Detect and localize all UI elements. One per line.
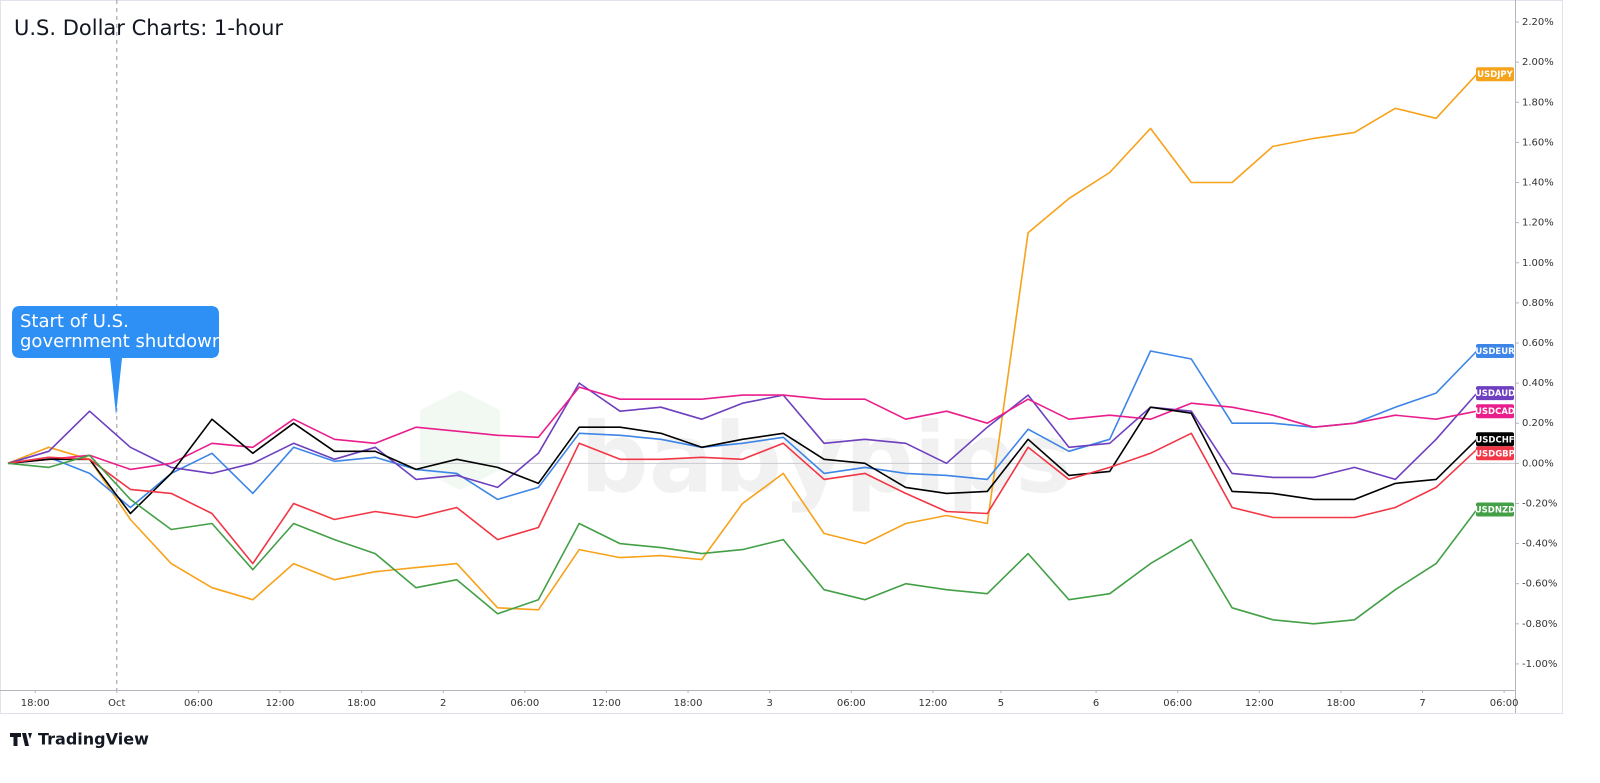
legend-label: USDCAD — [1475, 407, 1515, 417]
series-line — [7, 73, 1478, 611]
y-tick-label: 1.60% — [1522, 137, 1554, 148]
y-tick-label: -0.40% — [1522, 539, 1557, 550]
y-tick-label: -0.80% — [1522, 619, 1557, 630]
annotation-line: Start of U.S. — [20, 311, 129, 332]
series-tag — [1476, 432, 1514, 447]
chart-frame — [0, 0, 1563, 714]
series-line — [7, 454, 1478, 625]
y-tick-label: -1.00% — [1522, 659, 1557, 670]
x-tick-label: 18:00 — [21, 698, 50, 709]
legend-label: USDAUD — [1475, 389, 1515, 399]
y-tick-label: 0.40% — [1522, 378, 1554, 389]
series-line — [7, 406, 1478, 515]
x-tick-label: 12:00 — [592, 698, 621, 709]
y-tick-label: 1.80% — [1522, 97, 1554, 108]
series-tag — [1476, 446, 1514, 461]
x-tick-label: 18:00 — [674, 698, 703, 709]
x-tick-label: 18:00 — [1326, 698, 1355, 709]
x-tick-label: 6 — [1093, 698, 1099, 709]
series-tag — [1476, 404, 1514, 419]
x-tick-label: 06:00 — [1490, 698, 1519, 709]
brand-logo — [10, 733, 32, 746]
legend-label: USDJPY — [1477, 70, 1513, 80]
y-tick-label: 0.20% — [1522, 418, 1554, 429]
x-tick-label: 2 — [440, 698, 446, 709]
brand-name: TradingView — [38, 730, 149, 749]
watermark-logo — [420, 390, 500, 490]
y-tick-label: 0.00% — [1522, 458, 1554, 469]
x-tick-label: 3 — [766, 698, 772, 709]
y-tick-label: 2.20% — [1522, 17, 1554, 28]
x-tick-label: 06:00 — [1163, 698, 1192, 709]
series-line — [7, 432, 1478, 565]
y-tick-label: -0.60% — [1522, 579, 1557, 590]
series-tag — [1476, 502, 1514, 517]
x-tick-label: Oct — [108, 698, 125, 709]
x-tick-label: 12:00 — [266, 698, 295, 709]
annotation-callout: Start of U.S. government shutdown — [12, 306, 223, 415]
y-tick-label: 2.00% — [1522, 57, 1554, 68]
y-tick-label: 0.60% — [1522, 338, 1554, 349]
annotation-line: government shutdown — [20, 331, 223, 352]
x-tick-label: 12:00 — [1245, 698, 1274, 709]
y-tick-label: 1.40% — [1522, 178, 1554, 189]
brand: TradingView — [10, 730, 149, 749]
chart-title: U.S. Dollar Charts: 1-hour — [14, 16, 283, 40]
x-tick-label: 06:00 — [510, 698, 539, 709]
series-tag — [1476, 67, 1514, 82]
x-tick-label: 06:00 — [184, 698, 213, 709]
y-tick-label: -0.20% — [1522, 498, 1557, 509]
y-tick-label: 1.00% — [1522, 258, 1554, 269]
legend-label: USDEUR — [1475, 347, 1515, 357]
x-tick-label: 18:00 — [347, 698, 376, 709]
x-tick-label: 06:00 — [837, 698, 866, 709]
y-tick-label: 1.20% — [1522, 218, 1554, 229]
y-tick-label: 0.80% — [1522, 298, 1554, 309]
series-line — [7, 382, 1478, 489]
legend-label: USDGBP — [1475, 449, 1515, 459]
legend-label: USDNZD — [1475, 505, 1515, 515]
series-tag — [1476, 344, 1514, 359]
series-line — [7, 350, 1478, 509]
x-tick-label: 5 — [998, 698, 1004, 709]
x-tick-label: 7 — [1419, 698, 1425, 709]
series-line — [7, 386, 1478, 471]
callout-box — [12, 306, 219, 415]
series-tag — [1476, 386, 1514, 401]
legend-label: USDCHF — [1475, 435, 1514, 445]
x-tick-label: 12:00 — [918, 698, 947, 709]
